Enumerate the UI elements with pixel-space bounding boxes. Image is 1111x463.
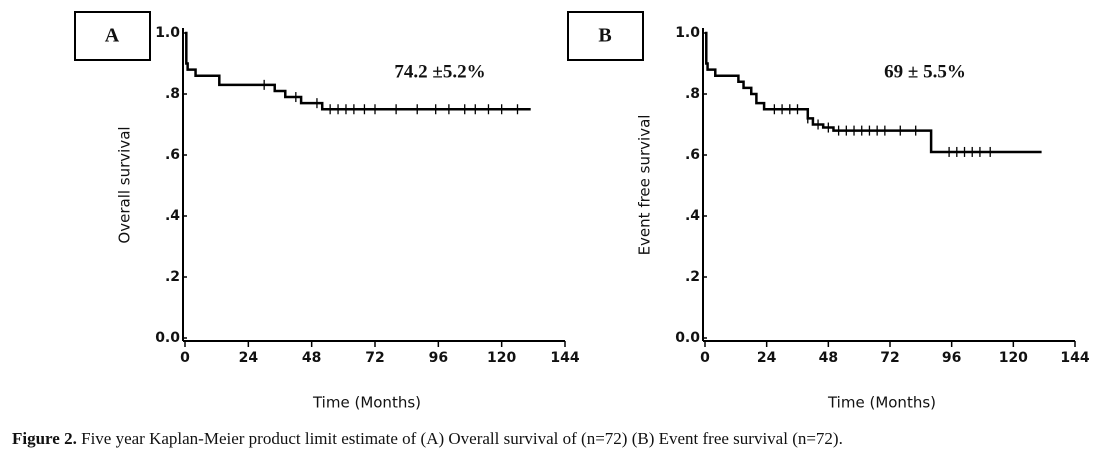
x-tick-label: 0 <box>700 350 710 366</box>
x-tick-label: 96 <box>942 350 961 366</box>
survival-curve <box>185 31 531 111</box>
x-tick-label: 120 <box>999 350 1028 366</box>
x-tick-label: 72 <box>880 350 899 366</box>
x-tick-label: 0 <box>180 350 190 366</box>
y-tick-label: .6 <box>685 147 700 163</box>
survival-curve <box>705 31 1042 154</box>
x-tick-label: 144 <box>1060 350 1089 366</box>
caption-label: Figure 2. <box>12 429 77 448</box>
y-tick-label: .8 <box>165 86 180 102</box>
x-axis-label: Time (Months) <box>312 394 421 412</box>
caption-text: Five year Kaplan-Meier product limit est… <box>81 429 843 448</box>
x-tick-label: 120 <box>487 350 516 366</box>
y-tick-label: .4 <box>685 208 700 224</box>
x-axis-label: Time (Months) <box>827 394 936 412</box>
y-tick-label: .2 <box>165 269 180 285</box>
y-tick-label: 1.0 <box>675 25 700 41</box>
x-tick-label: 24 <box>239 350 259 366</box>
x-tick-label: 144 <box>550 350 579 366</box>
annotation: 74.2 ±5.2% <box>394 61 485 82</box>
y-tick-label: .8 <box>685 86 700 102</box>
y-axis-label: Event free survival <box>636 115 654 256</box>
y-tick-label: .4 <box>165 208 180 224</box>
x-tick-label: 48 <box>819 350 838 366</box>
y-tick-label: .6 <box>165 147 180 163</box>
x-tick-label: 24 <box>757 350 777 366</box>
caption: Figure 2. Five year Kaplan-Meier product… <box>12 429 843 448</box>
x-tick-label: 48 <box>302 350 321 366</box>
panel-box <box>74 11 151 61</box>
y-tick-label: 1.0 <box>155 25 180 41</box>
y-tick-label: .2 <box>685 269 700 285</box>
panel-label: A <box>105 25 120 47</box>
x-tick-label: 96 <box>429 350 448 366</box>
x-tick-label: 72 <box>365 350 384 366</box>
panel-box <box>567 11 644 61</box>
annotation: 69 ± 5.5% <box>884 61 966 82</box>
y-axis-label: Overall survival <box>116 126 134 243</box>
panel-label: B <box>598 25 611 47</box>
y-tick-label: 0.0 <box>155 330 180 346</box>
y-tick-label: 0.0 <box>675 330 700 346</box>
